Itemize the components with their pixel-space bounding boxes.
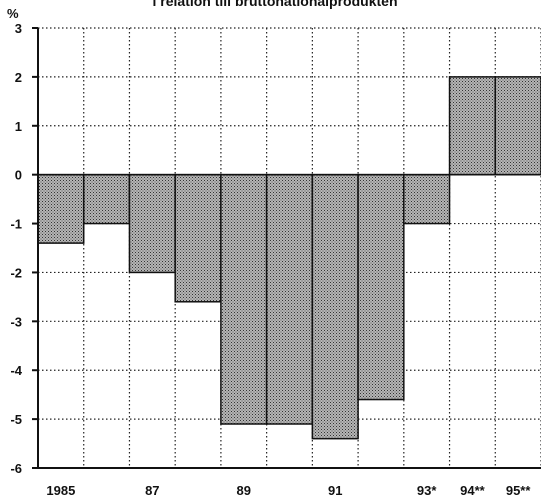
y-tick-label: -6 — [10, 461, 22, 476]
y-tick-label: -2 — [10, 265, 22, 280]
bar-1985 — [37, 173, 85, 244]
x-tick-label: 87 — [145, 483, 159, 498]
y-tick-label: 3 — [15, 21, 22, 36]
y-tick-label: 1 — [15, 119, 22, 134]
bar-94** — [448, 76, 497, 176]
y-tick-label: -3 — [10, 314, 22, 329]
x-tick-label: 1985 — [46, 483, 75, 498]
bar-93* — [403, 173, 451, 225]
y-tick-label: 0 — [15, 168, 22, 183]
chart-title: i relation till bruttonationalprodukten — [153, 0, 398, 9]
x-tick-label: 93* — [417, 483, 437, 498]
y-tick-label: -5 — [10, 412, 22, 427]
y-axis-unit: % — [7, 6, 19, 21]
y-tick-label: -1 — [10, 217, 22, 232]
bar-87 — [128, 173, 176, 274]
bar-88 — [174, 173, 222, 303]
bar-86 — [82, 173, 131, 225]
x-tick-label: 95** — [506, 483, 532, 498]
bar-95** — [494, 76, 541, 176]
x-tick-label: 91 — [328, 483, 342, 498]
bar-89 — [220, 173, 268, 425]
y-tick-label: 2 — [15, 70, 22, 85]
bar-91 — [311, 173, 359, 440]
axes — [32, 27, 541, 469]
bar-92 — [357, 173, 405, 401]
x-tick-label: 94** — [460, 483, 486, 498]
bars — [37, 76, 541, 440]
bar-90 — [265, 173, 314, 425]
y-tick-labels: 3 2 1 0 -1 -2 -3 -4 -5 -6 — [10, 21, 22, 476]
x-tick-labels: 1985 87 89 91 93* 94** 95** — [46, 483, 531, 498]
y-tick-label: -4 — [10, 363, 22, 378]
x-tick-label: 89 — [237, 483, 251, 498]
